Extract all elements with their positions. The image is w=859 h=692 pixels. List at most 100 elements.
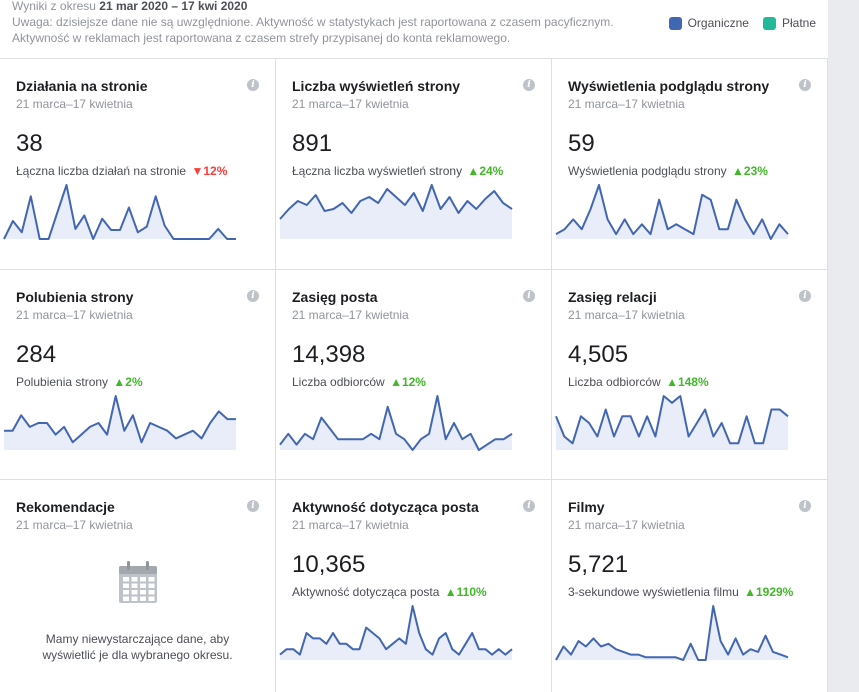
metric-date-range: 21 marca–17 kwietnia — [16, 97, 133, 111]
sparkline-chart — [279, 605, 513, 660]
info-icon[interactable]: i — [523, 500, 535, 512]
metric-value: 4,505 — [568, 341, 629, 368]
metric-card-recommendations[interactable]: Rekomendacje 21 marca–17 kwietnia i Mamy ni… — [0, 480, 276, 692]
metric-title: Wyświetlenia podglądu strony — [568, 78, 770, 94]
metric-description: Liczba odbiorców ▲12% — [292, 375, 426, 389]
change-badge: ▲24% — [467, 164, 504, 178]
triangle-down-icon: ▼ — [191, 164, 204, 178]
sparkline-line — [4, 395, 236, 444]
metric-title: Działania na stronie — [16, 78, 148, 94]
change-badge: ▲2% — [113, 375, 143, 389]
change-badge: ▲12% — [390, 375, 426, 389]
sparkline-chart — [555, 395, 789, 450]
triangle-up-icon: ▲ — [390, 375, 402, 389]
results-range: 21 mar 2020 – 17 kwi 2020 — [99, 0, 248, 13]
sparkline-chart — [555, 605, 789, 661]
sparkline-line — [279, 605, 513, 656]
info-icon[interactable]: i — [799, 500, 811, 512]
change-badge: ▲110% — [444, 585, 487, 599]
metric-description: Wyświetlenia podglądu strony ▲23% — [568, 164, 768, 178]
metric-card-videos[interactable]: Filmy 21 marca–17 kwietnia i 5,721 3-sekundo… — [552, 480, 828, 692]
metric-card-page-previews[interactable]: Wyświetlenia podglądu strony 21 marca–17 … — [552, 59, 828, 270]
change-badge: ▼12% — [191, 164, 228, 178]
metric-date-range: 21 marca–17 kwietnia — [292, 97, 409, 111]
sparkline-area — [556, 606, 788, 660]
metric-date-range: 21 marca–17 kwietnia — [568, 518, 685, 532]
legend-organic-swatch — [668, 16, 682, 30]
results-header: Wyniki z okresu 21 mar 2020 – 17 kwi 202… — [0, 0, 828, 58]
sparkline-chart — [555, 184, 789, 240]
sparkline-area — [4, 396, 236, 450]
info-icon[interactable]: i — [523, 290, 535, 302]
change-badge: ▲1929% — [744, 585, 794, 599]
sparkline-line — [555, 184, 789, 240]
metric-value: 38 — [16, 130, 43, 157]
metric-card-post-reach[interactable]: Zasięg posta 21 marca–17 kwietnia i 14,398 L… — [276, 270, 552, 480]
triangle-up-icon: ▲ — [666, 375, 678, 389]
metric-date-range: 21 marca–17 kwietnia — [16, 308, 133, 322]
triangle-up-icon: ▲ — [744, 585, 756, 599]
info-icon[interactable]: i — [247, 500, 259, 512]
sparkline-chart — [4, 395, 236, 450]
legend-paid-swatch — [762, 16, 776, 30]
metric-description: Aktywność dotycząca posta ▲110% — [292, 585, 487, 599]
metric-card-page-likes[interactable]: Polubienia strony 21 marca–17 kwietnia i 28… — [0, 270, 276, 480]
info-icon[interactable]: i — [799, 79, 811, 91]
metric-title: Polubienia strony — [16, 289, 134, 305]
metric-value: 284 — [16, 341, 57, 368]
metric-title: Aktywność dotycząca posta — [292, 499, 479, 515]
insights-panel: Wyniki z okresu 21 mar 2020 – 17 kwi 202… — [0, 0, 828, 692]
sparkline-line — [555, 605, 789, 661]
change-badge: ▲23% — [732, 164, 768, 178]
sparkline-area — [556, 396, 788, 450]
metric-value: 14,398 — [292, 341, 366, 368]
metric-description: Łączna liczba działań na stronie ▼12% — [16, 164, 228, 178]
metric-title: Rekomendacje — [16, 499, 115, 515]
change-badge: ▲148% — [666, 375, 709, 389]
metric-value: 5,721 — [568, 551, 629, 578]
metric-value: 891 — [292, 130, 333, 157]
triangle-up-icon: ▲ — [467, 164, 480, 178]
metric-date-range: 21 marca–17 kwietnia — [292, 308, 409, 322]
metric-title: Zasięg posta — [292, 289, 378, 305]
metric-card-story-reach[interactable]: Zasięg relacji 21 marca–17 kwietnia i 4,505… — [552, 270, 828, 480]
metric-title: Zasięg relacji — [568, 289, 657, 305]
metric-description: Łączna liczba wyświetleń strony ▲24% — [292, 164, 504, 178]
sparkline-area — [280, 185, 512, 239]
triangle-up-icon: ▲ — [113, 375, 126, 389]
sparkline-line — [3, 184, 236, 240]
empty-message: Mamy niewystarczające dane, aby wyświetl… — [42, 632, 233, 662]
metric-description: Liczba odbiorców ▲148% — [568, 375, 709, 389]
metric-value: 59 — [568, 130, 595, 157]
metric-value: 10,365 — [292, 551, 366, 578]
empty-state: Mamy niewystarczające dane, aby wyświetl… — [0, 560, 275, 663]
legend-organic[interactable]: Organiczne — [668, 16, 749, 30]
sparkline-line — [555, 395, 789, 445]
metric-card-page-actions[interactable]: Działania na stronie 21 marca–17 kwietnia… — [0, 59, 276, 270]
metric-date-range: 21 marca–17 kwietnia — [292, 518, 409, 532]
info-icon[interactable]: i — [247, 79, 259, 91]
metric-date-range: 21 marca–17 kwietnia — [16, 518, 133, 532]
triangle-up-icon: ▲ — [444, 585, 457, 599]
sparkline-chart — [279, 184, 513, 239]
info-icon[interactable]: i — [247, 290, 259, 302]
legend-paid[interactable]: Płatne — [762, 16, 816, 30]
info-icon[interactable]: i — [523, 79, 535, 91]
metric-card-post-engagement[interactable]: Aktywność dotycząca posta 21 marca–17 kwi… — [276, 480, 552, 692]
triangle-up-icon: ▲ — [732, 164, 744, 178]
sparkline-line — [279, 395, 513, 451]
metrics-grid: Działania na stronie 21 marca–17 kwietnia… — [0, 58, 828, 692]
metric-date-range: 21 marca–17 kwietnia — [568, 308, 685, 322]
metric-title: Liczba wyświetleń strony — [292, 78, 461, 94]
sparkline-chart — [3, 184, 236, 240]
info-icon[interactable]: i — [799, 290, 811, 302]
sparkline-line — [279, 184, 513, 220]
timezone-note: Uwaga: dzisiejsze dane nie są uwzględnio… — [12, 15, 614, 29]
sparkline-area — [280, 396, 512, 450]
metric-title: Filmy — [568, 499, 605, 515]
ads-timezone-note: Aktywność w reklamach jest raportowana z… — [12, 31, 511, 45]
metric-description: Polubienia strony ▲2% — [16, 375, 143, 389]
results-range-line: Wyniki z okresu 21 mar 2020 – 17 kwi 202… — [12, 0, 248, 13]
metric-card-page-views[interactable]: Liczba wyświetleń strony 21 marca–17 kwie… — [276, 59, 552, 270]
sparkline-area — [280, 606, 512, 660]
